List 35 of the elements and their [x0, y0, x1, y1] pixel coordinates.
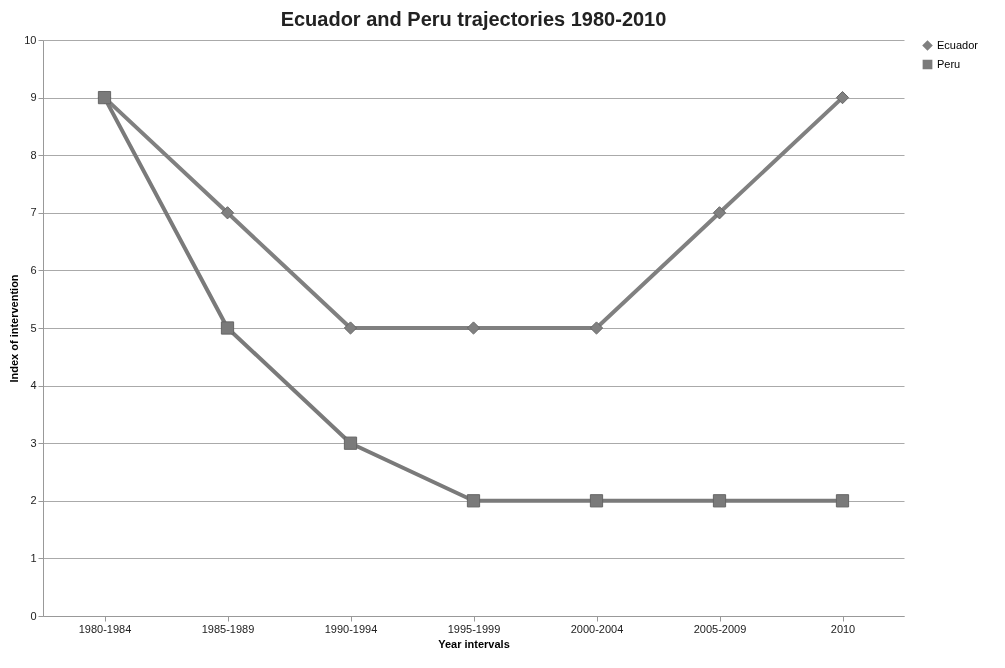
- point: [589, 494, 604, 508]
- y-tick-label: 1: [30, 551, 37, 564]
- point: [589, 321, 604, 335]
- x-tick-label: 2010: [830, 622, 856, 635]
- x-tick-label: 1985-1989: [201, 622, 255, 635]
- y-axis-title: Index of intervention: [8, 274, 21, 383]
- x-tick-label: 2000-2004: [570, 622, 624, 635]
- point: [343, 436, 358, 450]
- x-axis-title: Year intervals: [438, 637, 510, 650]
- y-tick-label: 2: [30, 494, 37, 507]
- y-tick-label: 5: [30, 321, 37, 334]
- y-tick-label: 10: [24, 33, 37, 46]
- point: [712, 494, 727, 508]
- y-tick-label: 8: [30, 148, 37, 161]
- x-tick-label: 1990-1994: [324, 622, 378, 635]
- chart-title: Ecuador and Peru trajectories 1980-2010: [280, 8, 667, 30]
- point: [343, 321, 358, 335]
- legend-label: Peru: [937, 57, 961, 70]
- y-tick-label: 0: [30, 609, 37, 622]
- point: [835, 494, 850, 508]
- y-tick-label: 4: [30, 379, 37, 392]
- point: [712, 206, 727, 220]
- point: [220, 206, 235, 220]
- point: [466, 494, 481, 508]
- x-tick-label: 1995-1999: [447, 622, 501, 635]
- y-tick-label: 6: [30, 263, 37, 276]
- point: [466, 321, 481, 335]
- y-tick-label: 3: [30, 436, 37, 449]
- x-tick-label: 2005-2009: [693, 622, 747, 635]
- y-tick-label: 7: [30, 206, 37, 219]
- point: [835, 90, 850, 105]
- legend-label: Ecuador: [937, 38, 979, 51]
- point: [220, 321, 235, 335]
- x-tick-label: 1980-1984: [78, 622, 132, 635]
- y-tick-label: 9: [30, 91, 37, 104]
